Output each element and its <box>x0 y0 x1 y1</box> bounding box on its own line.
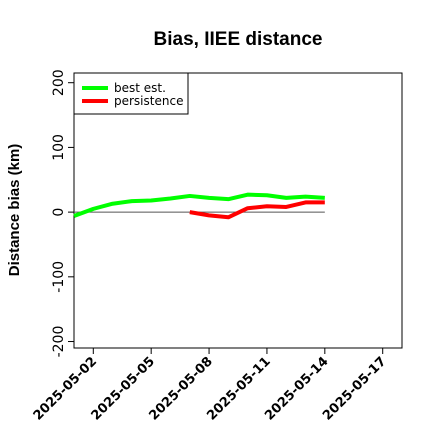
plot-frame <box>73 72 403 349</box>
legend-label-persistence: persistence <box>114 94 183 108</box>
y-axis-label: Distance bias (km) <box>6 144 23 277</box>
axes: -200-10001002002025-05-022025-05-052025-… <box>31 69 390 423</box>
y-tick-label: 0 <box>51 208 67 217</box>
legend-box <box>73 72 189 115</box>
legend: best est. persistence <box>73 72 189 115</box>
series-line-1 <box>189 200 325 220</box>
y-tick-label: 200 <box>51 69 67 96</box>
y-tick-label: -200 <box>51 326 67 358</box>
chart-title: Bias, IIEE distance <box>154 29 323 50</box>
y-tick-label: -100 <box>51 261 67 293</box>
series-line-0 <box>73 192 325 218</box>
y-tick-label: 100 <box>51 134 67 161</box>
legend-label-best-est: best est. <box>114 81 166 95</box>
series-lines <box>73 192 325 220</box>
